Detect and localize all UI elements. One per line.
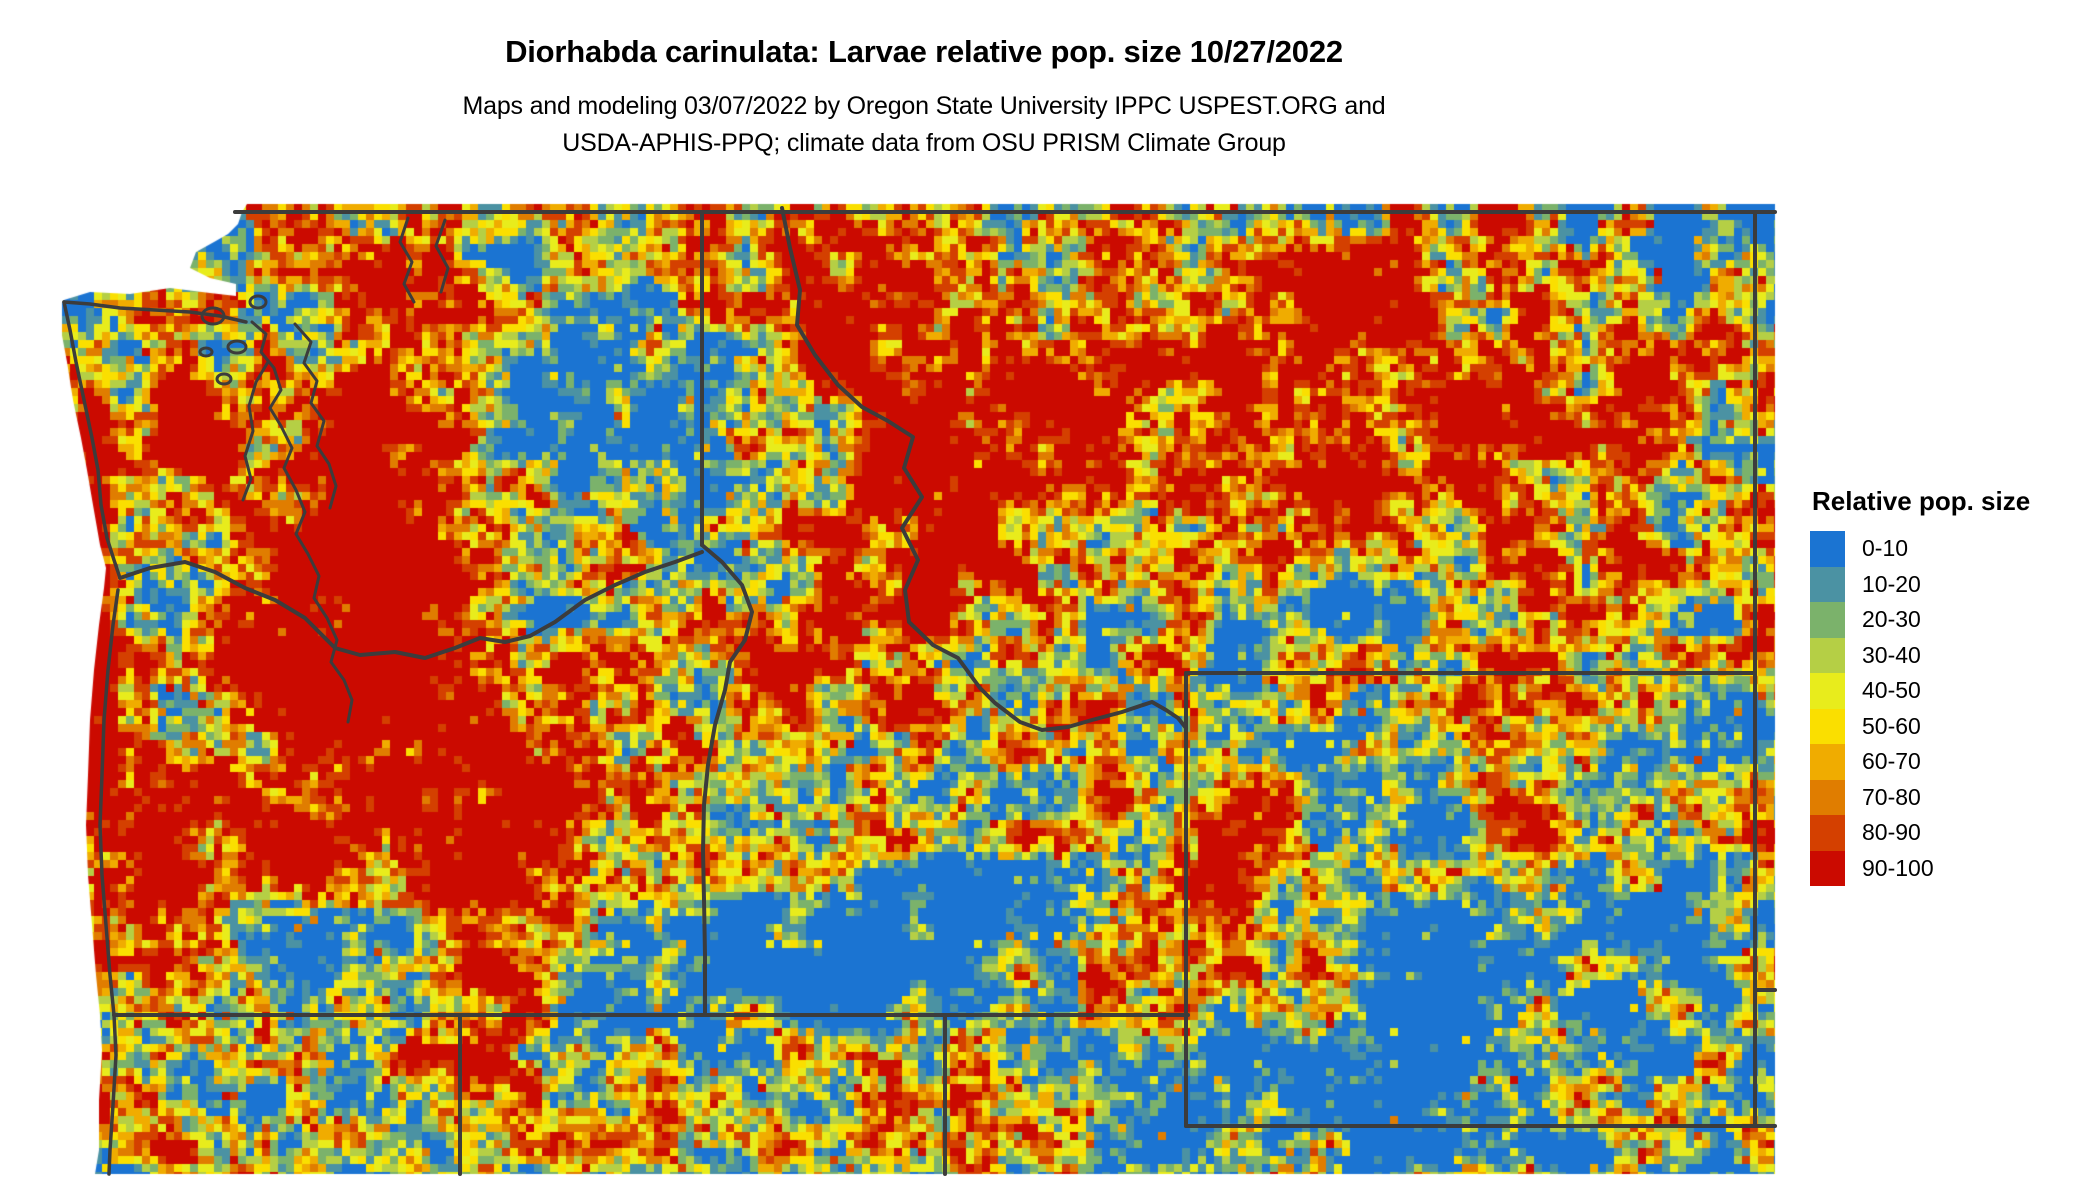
island-outline bbox=[226, 339, 248, 355]
legend-swatch-color bbox=[1810, 779, 1845, 815]
legend-row: 40-50 bbox=[1810, 673, 2030, 709]
waterway-puget-sound-east-channel bbox=[293, 322, 338, 510]
legend-class-label: 0-10 bbox=[1862, 535, 1909, 562]
legend-swatch-color bbox=[1810, 637, 1845, 673]
legend-class-label: 40-50 bbox=[1862, 677, 1921, 704]
island-outline bbox=[198, 346, 214, 358]
legend-row: 60-70 bbox=[1810, 744, 2030, 780]
page-title: Diorhabda carinulata: Larvae relative po… bbox=[505, 34, 1343, 69]
island-outline bbox=[200, 306, 226, 326]
legend-row: 10-20 bbox=[1810, 566, 2030, 602]
subtitle-line-2: USDA-APHIS-PPQ; climate data from OSU PR… bbox=[562, 129, 1286, 157]
legend: Relative pop. size 0-10 10-20 20-30 30-40 40… bbox=[1810, 486, 2030, 886]
legend-row: 30-40 bbox=[1810, 637, 2030, 673]
legend-swatch-color bbox=[1810, 744, 1845, 780]
subtitle: Maps and modeling 03/07/2022 by Oregon S… bbox=[0, 88, 1848, 162]
waterway-puget-sound-main-channel bbox=[250, 320, 354, 724]
legend-row: 80-90 bbox=[1810, 815, 2030, 851]
state-border-id-mt bbox=[780, 206, 1188, 732]
legend-swatch-color bbox=[1810, 708, 1845, 744]
island-outline bbox=[248, 294, 268, 310]
legend-swatch-color bbox=[1810, 531, 1845, 567]
legend-title: Relative pop. size bbox=[1812, 486, 2031, 516]
legend-class-label: 30-40 bbox=[1862, 641, 1921, 668]
island-outline bbox=[215, 372, 233, 386]
state-border-or-id-snake-river bbox=[700, 543, 754, 1017]
legend-swatch-color bbox=[1810, 673, 1845, 709]
legend-class-label: 10-20 bbox=[1862, 570, 1921, 597]
coastline-oregon-coast bbox=[98, 588, 120, 1176]
waterway-north-sound-channel-1 bbox=[398, 216, 416, 304]
legend-class-label: 70-80 bbox=[1862, 783, 1921, 810]
legend-swatch-color bbox=[1810, 602, 1845, 638]
state-border-wa-or-columbia-river bbox=[118, 550, 704, 660]
legend-rows: 0-10 10-20 20-30 30-40 40-50 50-60 60-70 70-80 8… bbox=[1810, 531, 2030, 886]
legend-row: 20-30 bbox=[1810, 602, 2030, 638]
waterway-north-sound-channel-2 bbox=[434, 218, 450, 294]
legend-class-label: 90-100 bbox=[1862, 854, 1934, 881]
coastline-strait-south-shore bbox=[62, 300, 248, 324]
waterway-hood-canal bbox=[241, 360, 270, 502]
legend-class-label: 50-60 bbox=[1862, 712, 1921, 739]
legend-class-label: 60-70 bbox=[1862, 748, 1921, 775]
legend-swatch-color bbox=[1810, 850, 1845, 886]
legend-class-label: 20-30 bbox=[1862, 606, 1921, 633]
legend-class-label: 80-90 bbox=[1862, 819, 1921, 846]
legend-row: 0-10 bbox=[1810, 531, 2030, 567]
legend-swatch-color bbox=[1810, 566, 1845, 602]
subtitle-line-1: Maps and modeling 03/07/2022 by Oregon S… bbox=[462, 92, 1386, 120]
legend-row: 70-80 bbox=[1810, 779, 2030, 815]
legend-swatch-color bbox=[1810, 815, 1845, 851]
coastline-washington-coast bbox=[62, 300, 122, 580]
legend-row: 50-60 bbox=[1810, 708, 2030, 744]
legend-row: 90-100 bbox=[1810, 850, 2030, 886]
